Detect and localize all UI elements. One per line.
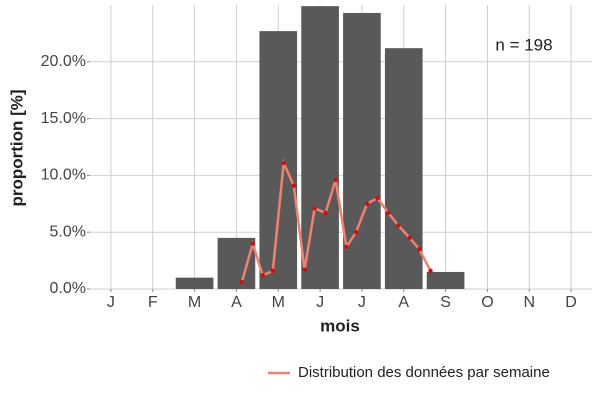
point <box>281 160 286 166</box>
x-tick-label: D <box>565 294 577 311</box>
point <box>270 268 276 274</box>
x-tick-label: J <box>107 294 115 311</box>
x-tick-label: J <box>316 294 324 311</box>
point <box>375 195 380 201</box>
annotation: n = 198 <box>495 35 552 54</box>
y-tick-label: 20.0% <box>41 53 86 70</box>
x-tick-label: N <box>523 294 535 311</box>
x-tick-label: O <box>481 294 493 311</box>
x-tick-label: J <box>358 294 366 311</box>
point <box>239 279 245 285</box>
y-tick-label: 5.0% <box>50 223 86 240</box>
y-tick-label: 15.0% <box>41 110 86 127</box>
x-tick-label: S <box>440 294 451 311</box>
bar <box>301 6 339 290</box>
y-tick-label: 0.0% <box>50 280 86 297</box>
y-tick-label: 10.0% <box>41 167 86 184</box>
bar <box>384 48 423 289</box>
x-axis-title: mois <box>320 316 360 335</box>
x-tick-label: A <box>398 294 409 311</box>
point <box>386 210 391 216</box>
point <box>291 183 296 188</box>
point <box>353 230 359 235</box>
x-tick-label: A <box>231 294 242 311</box>
bar <box>175 277 214 289</box>
bar <box>426 271 465 289</box>
x-tick-label: F <box>148 294 158 311</box>
y-axis-title: proportion [%] <box>7 89 26 206</box>
point <box>323 210 328 216</box>
point <box>428 268 433 274</box>
point <box>250 241 255 246</box>
point <box>364 201 370 206</box>
bar <box>343 12 381 290</box>
point <box>333 177 338 183</box>
point <box>312 206 317 211</box>
point <box>344 244 349 250</box>
point <box>260 273 265 278</box>
point <box>396 223 401 228</box>
bar <box>259 31 298 290</box>
point <box>417 247 422 252</box>
bar <box>217 237 256 289</box>
x-tick-label: M <box>272 294 285 311</box>
legend-label: Distribution des données par semaine <box>298 364 550 381</box>
point <box>302 267 307 272</box>
point <box>407 235 412 241</box>
x-tick-label: M <box>188 294 201 311</box>
